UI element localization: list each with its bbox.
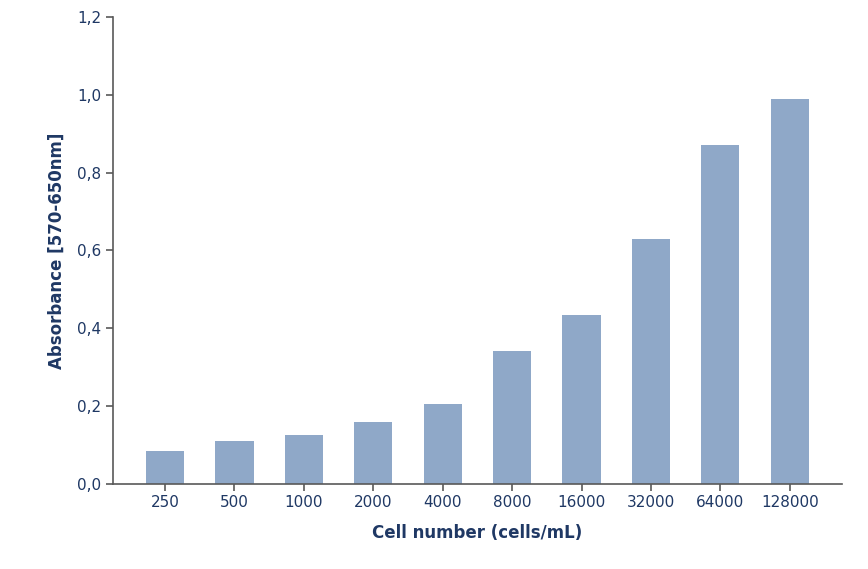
Bar (701, 146, 740, 484)
Bar (493, 352, 531, 484)
Bar (632, 239, 670, 484)
Bar (215, 441, 253, 484)
Bar (146, 451, 184, 484)
Bar (424, 404, 462, 484)
Bar (562, 315, 601, 484)
X-axis label: Cell number (cells/mL): Cell number (cells/mL) (372, 525, 582, 542)
Bar (354, 422, 392, 484)
Y-axis label: Absorbance [570-650nm]: Absorbance [570-650nm] (48, 132, 66, 369)
Bar (285, 435, 323, 484)
Bar (771, 99, 809, 484)
